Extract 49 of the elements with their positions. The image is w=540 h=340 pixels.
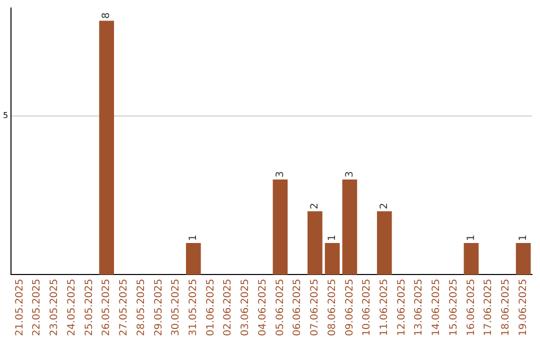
x-tick-label: 12.06.2025 xyxy=(396,278,408,336)
x-tick-label: 09.06.2025 xyxy=(344,278,356,336)
x-tick-label: 11.06.2025 xyxy=(379,278,390,336)
x-tick-label: 24.05.2025 xyxy=(66,278,78,336)
x-tick-label: 05.06.2025 xyxy=(274,278,286,336)
bar xyxy=(376,211,392,275)
data-label: 3 xyxy=(344,171,356,178)
bar xyxy=(308,211,322,275)
x-tick-label: 29.05.2025 xyxy=(153,278,164,336)
bar xyxy=(186,242,201,275)
x-tick-label: 25.05.2025 xyxy=(84,278,95,336)
x-tick-label: 19.06.2025 xyxy=(518,278,529,336)
x-tick-label: 13.06.2025 xyxy=(414,278,425,336)
bar xyxy=(272,179,288,275)
data-label: 3 xyxy=(274,171,286,178)
x-tick-label: 15.06.2025 xyxy=(448,278,460,336)
x-tick-label: 23.05.2025 xyxy=(49,278,60,336)
x-tick-label: 26.05.2025 xyxy=(101,278,112,336)
x-tick-label: 30.05.2025 xyxy=(170,278,182,336)
data-label: 1 xyxy=(518,234,529,241)
x-tick-label: 03.06.2025 xyxy=(240,278,252,336)
data-label: 1 xyxy=(466,234,477,241)
x-tick-label: 31.05.2025 xyxy=(188,278,199,336)
data-label: 2 xyxy=(310,202,321,210)
x-tick-label: 14.06.2025 xyxy=(431,278,442,336)
bar xyxy=(99,20,114,275)
x-tick-label: 28.05.2025 xyxy=(136,278,147,336)
x-tick-label: 17.06.2025 xyxy=(483,278,494,336)
x-tick-label: 16.06.2025 xyxy=(466,278,477,336)
x-tick-label: 06.06.2025 xyxy=(292,278,304,336)
data-label: 2 xyxy=(379,202,390,210)
x-tick-label: 07.06.2025 xyxy=(310,278,321,336)
data-label: 8 xyxy=(101,12,112,19)
x-tick-label: 10.06.2025 xyxy=(362,278,373,336)
y-tick-label: 5 xyxy=(2,111,8,120)
bar xyxy=(342,179,358,275)
data-label: 1 xyxy=(326,234,338,241)
bar xyxy=(516,242,531,275)
x-tick-label: 02.06.2025 xyxy=(222,278,234,336)
x-tick-label: 08.06.2025 xyxy=(326,278,338,336)
x-tick-label: 21.05.2025 xyxy=(14,278,26,336)
x-tick-label: 22.05.2025 xyxy=(32,278,43,336)
data-label: 1 xyxy=(188,234,199,241)
x-tick-label: 01.06.2025 xyxy=(205,278,216,336)
bar xyxy=(324,242,340,275)
x-tick-label: 27.05.2025 xyxy=(118,278,130,336)
x-tick-label: 18.06.2025 xyxy=(500,278,512,336)
bar xyxy=(464,242,479,275)
x-tick-label: 04.06.2025 xyxy=(257,278,268,336)
